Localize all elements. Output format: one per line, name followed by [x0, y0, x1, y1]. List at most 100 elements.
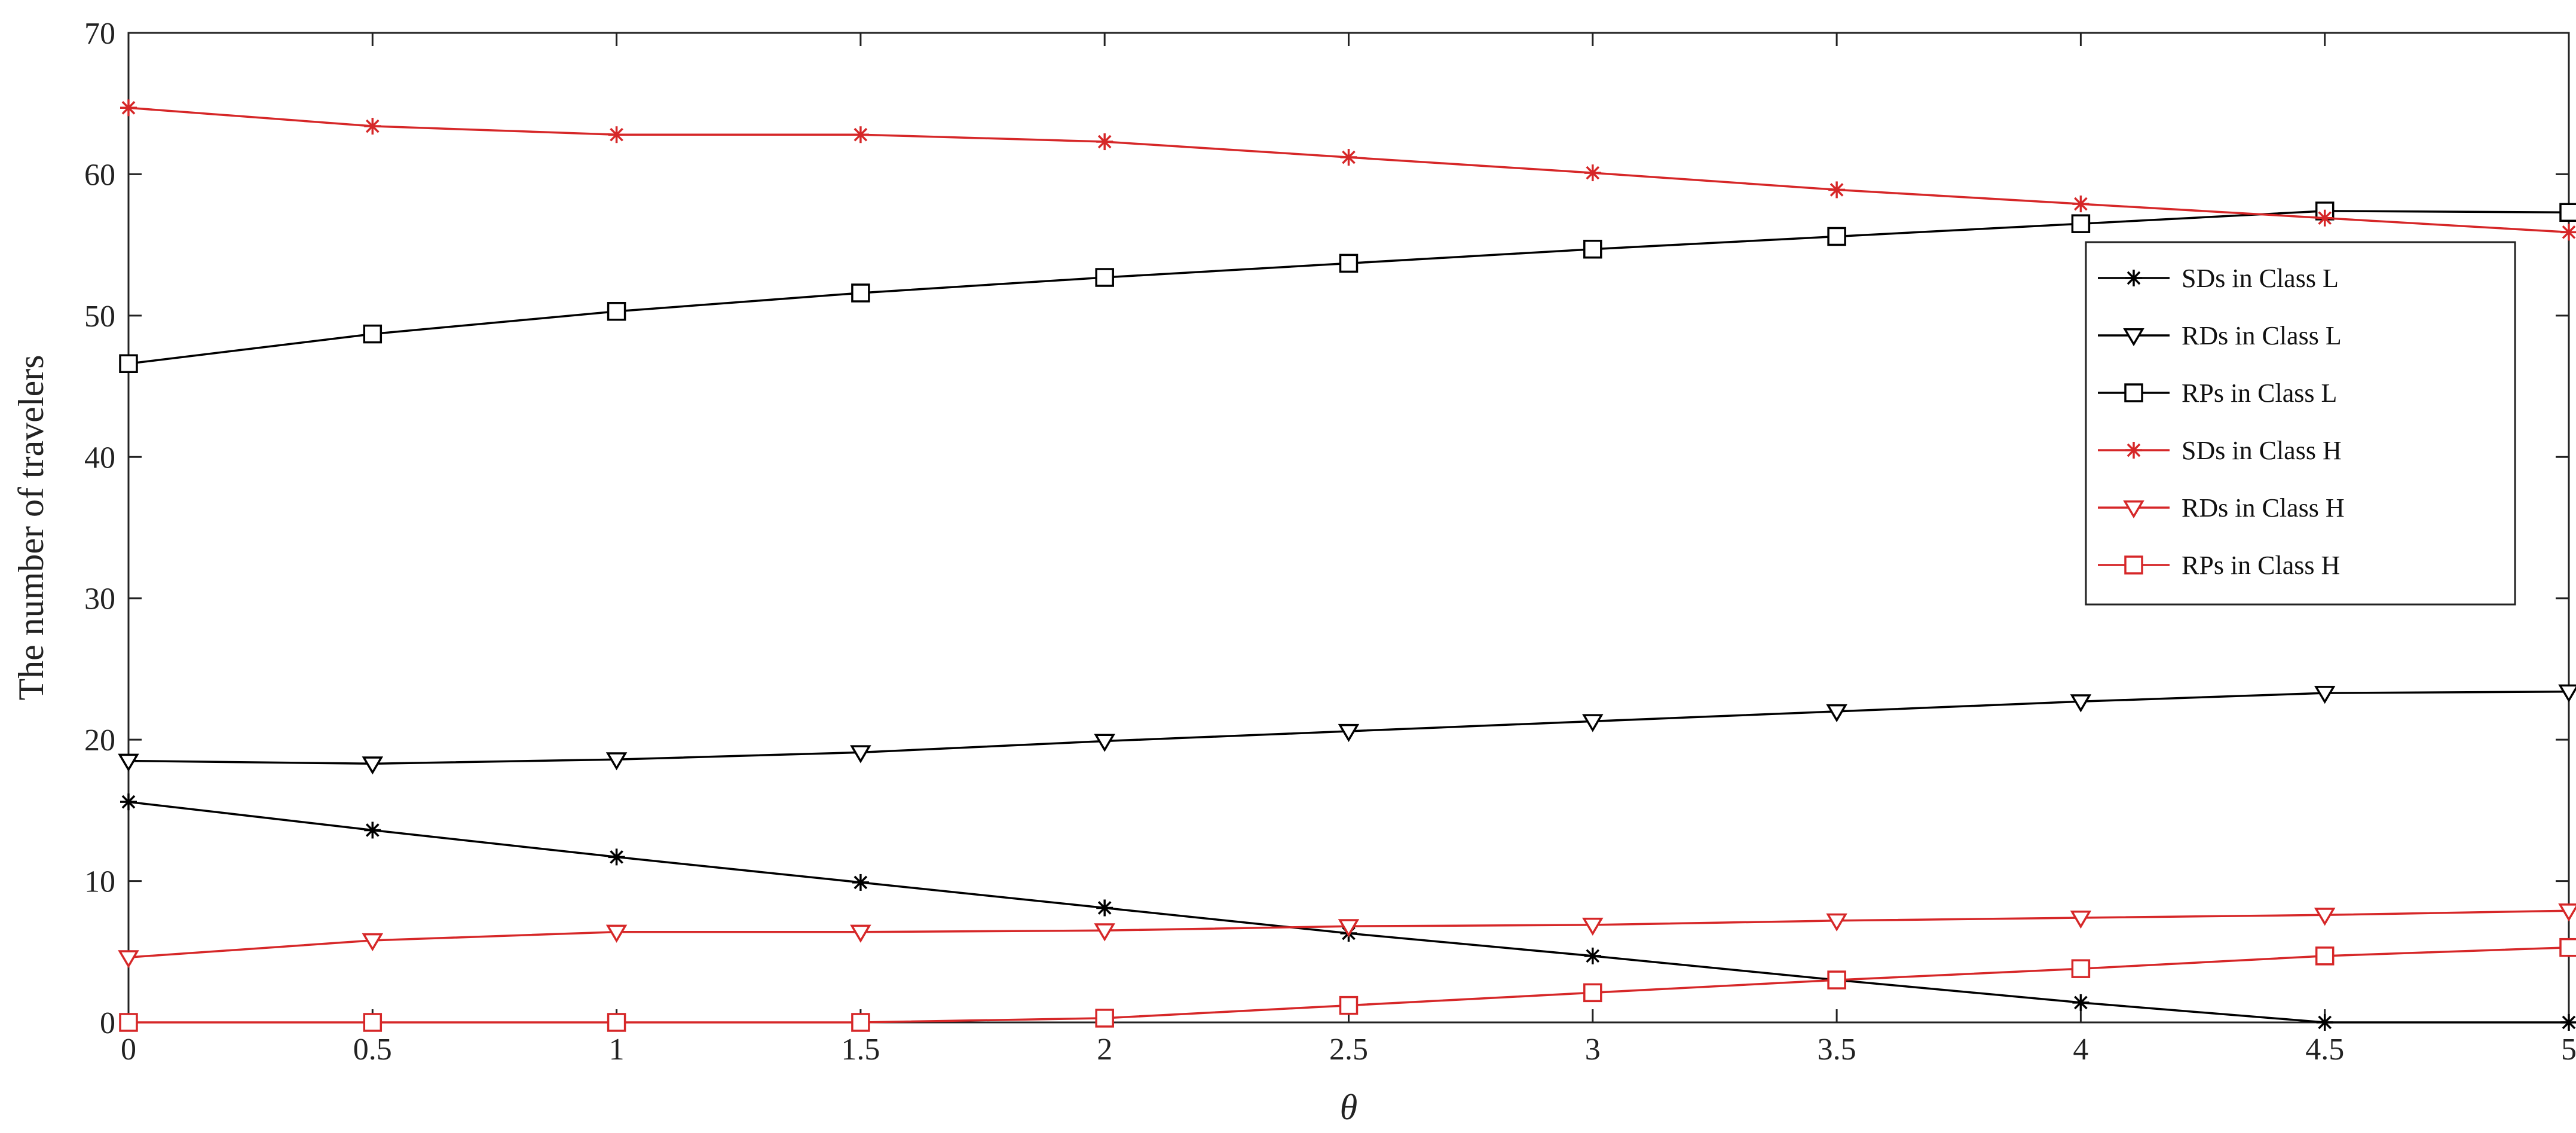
- legend-item: SDs in Class L: [2098, 264, 2339, 293]
- data-point: [1339, 995, 1359, 1015]
- legend-item: SDs in Class H: [2098, 436, 2342, 465]
- x-axis-title: θ: [1340, 1088, 1357, 1127]
- data-point: [1582, 714, 1604, 732]
- data-point: [851, 283, 870, 303]
- x-tick-label: 4: [2073, 1033, 2088, 1067]
- legend-label: RPs in Class L: [2182, 378, 2337, 408]
- x-tick-label: 0.5: [353, 1033, 392, 1067]
- series-5: [118, 903, 2576, 969]
- x-tick-label: 1.5: [841, 1033, 880, 1067]
- star-marker: [2125, 442, 2142, 459]
- data-point: [119, 1013, 138, 1032]
- x-tick-label: 3.5: [1818, 1033, 1856, 1067]
- data-point: [2560, 224, 2576, 241]
- x-axis: 0 0.5 1 1.5 2 2.5 3 3.5 4 4.5 5: [121, 33, 2576, 1067]
- data-point: [1095, 268, 1114, 287]
- data-point: [1096, 133, 1113, 151]
- data-point: [1584, 164, 1601, 182]
- data-point: [118, 950, 139, 969]
- series-3: [119, 201, 2576, 373]
- data-point: [2316, 1014, 2333, 1031]
- data-point: [2314, 908, 2336, 926]
- data-point: [1584, 947, 1601, 964]
- square-marker: [2124, 555, 2143, 575]
- data-point: [1095, 1009, 1114, 1028]
- y-tick-label: 0: [100, 1006, 115, 1040]
- y-tick-label: 40: [84, 441, 115, 475]
- legend-label: RDs in Class H: [2182, 493, 2345, 523]
- data-point: [1338, 723, 1360, 743]
- data-point: [1583, 239, 1602, 259]
- data-point: [2072, 196, 2089, 213]
- x-tick-label: 4.5: [2305, 1033, 2344, 1067]
- data-point: [363, 1013, 383, 1032]
- y-axis: 0 10 20 30 40 50 60 70: [84, 17, 2569, 1040]
- data-point: [2316, 209, 2333, 227]
- data-point: [1338, 919, 1360, 937]
- x-tick-label: 5: [2561, 1033, 2576, 1067]
- series-layer: [118, 99, 2576, 1032]
- data-point: [1094, 734, 1115, 752]
- legend-label: SDs in Class L: [2182, 264, 2339, 293]
- data-point: [364, 118, 381, 135]
- square-marker: [2124, 383, 2143, 402]
- x-tick-label: 2.5: [1329, 1033, 1368, 1067]
- triangle-down-marker: [2123, 500, 2144, 519]
- data-point: [1339, 254, 1359, 273]
- data-point: [1094, 923, 1115, 942]
- data-point: [2071, 214, 2091, 233]
- legend: SDs in Class L RDs in Class L RPs in Class…: [2085, 241, 2516, 606]
- data-point: [607, 1013, 626, 1032]
- data-point: [362, 933, 384, 952]
- data-point: [851, 1013, 870, 1032]
- y-tick-label: 70: [84, 17, 115, 51]
- data-point: [1828, 181, 1846, 198]
- data-point: [1826, 913, 1847, 932]
- legend-item: RDs in Class H: [2098, 493, 2345, 523]
- data-point: [608, 848, 625, 866]
- legend-item: RPs in Class H: [2098, 551, 2340, 580]
- data-point: [1582, 917, 1604, 936]
- data-point: [1827, 970, 1846, 990]
- data-point: [2559, 937, 2576, 957]
- legend-item: RPs in Class L: [2098, 378, 2337, 408]
- legend-label: SDs in Class H: [2182, 436, 2342, 465]
- y-tick-label: 50: [84, 300, 115, 334]
- data-point: [852, 126, 869, 143]
- data-point: [364, 821, 381, 839]
- data-point: [1340, 149, 1357, 166]
- data-point: [607, 302, 626, 321]
- legend-label: RPs in Class H: [2182, 551, 2340, 580]
- data-point: [1827, 227, 1846, 246]
- data-point: [120, 99, 137, 117]
- x-tick-label: 0: [121, 1033, 136, 1067]
- y-tick-label: 30: [84, 582, 115, 616]
- data-point: [605, 924, 628, 943]
- data-point: [850, 745, 871, 764]
- data-point: [605, 752, 628, 771]
- data-point: [2558, 903, 2576, 922]
- x-tick-label: 3: [1585, 1033, 1601, 1067]
- data-point: [1826, 704, 1847, 723]
- x-tick-label: 2: [1097, 1033, 1112, 1067]
- data-point: [852, 874, 869, 891]
- star-marker: [2125, 270, 2142, 286]
- series-4: [120, 99, 2576, 241]
- x-tick-label: 1: [609, 1033, 625, 1067]
- data-point: [119, 354, 138, 373]
- data-point: [2070, 911, 2092, 929]
- data-point: [850, 924, 871, 943]
- data-point: [2315, 946, 2335, 966]
- y-tick-label: 60: [84, 158, 115, 192]
- data-point: [2558, 684, 2576, 703]
- y-tick-label: 20: [84, 723, 115, 758]
- data-point: [1096, 899, 1113, 917]
- triangle-down-marker: [2123, 328, 2144, 347]
- data-point: [120, 793, 137, 811]
- data-point: [363, 324, 383, 344]
- legend-label: RDs in Class L: [2182, 321, 2342, 350]
- data-point: [608, 126, 625, 143]
- legend-box: [2085, 241, 2516, 606]
- series-2: [118, 684, 2576, 775]
